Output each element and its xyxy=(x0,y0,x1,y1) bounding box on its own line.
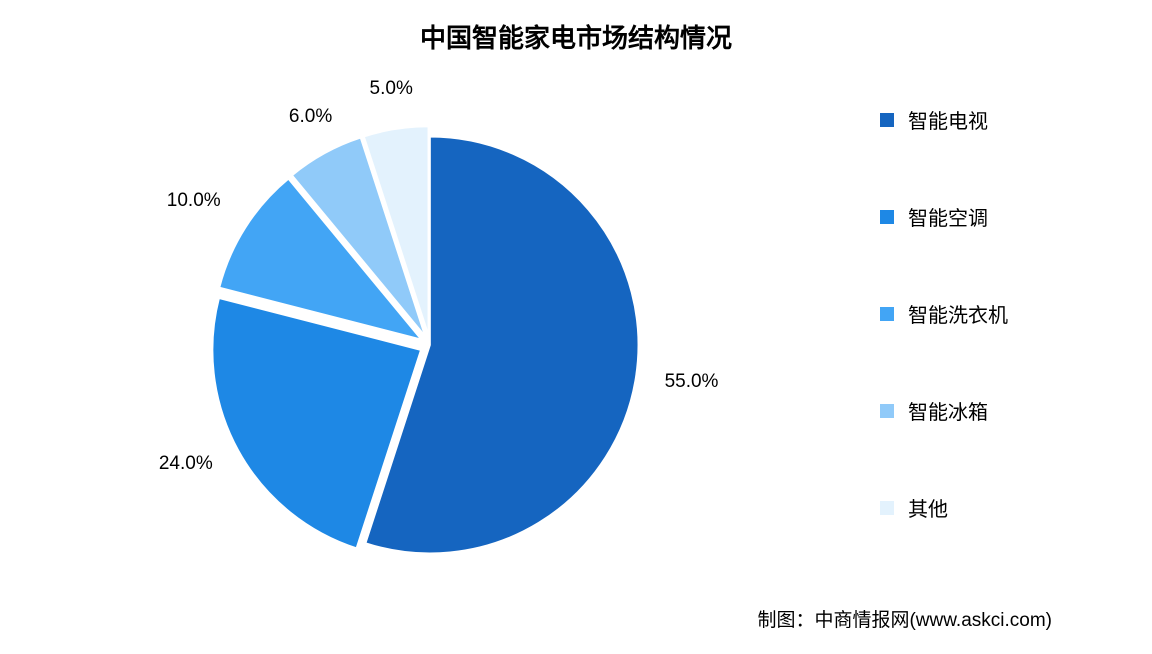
slice-label-1: 24.0% xyxy=(159,453,213,475)
slice-label-0: 55.0% xyxy=(665,371,719,393)
slice-label-4: 5.0% xyxy=(370,78,413,100)
legend-label-4: 其他 xyxy=(908,493,948,522)
legend-marker-0 xyxy=(880,113,894,127)
pie-chart: 55.0%24.0%10.0%6.0%5.0% xyxy=(180,95,680,595)
legend-label-2: 智能洗衣机 xyxy=(908,299,1008,328)
legend: 智能电视智能空调智能洗衣机智能冰箱其他 xyxy=(880,105,1120,590)
attribution-text: 制图：中商情报网(www.askci.com) xyxy=(757,605,1052,632)
legend-label-3: 智能冰箱 xyxy=(908,396,988,425)
legend-marker-3 xyxy=(880,404,894,418)
legend-label-1: 智能空调 xyxy=(908,202,988,231)
legend-marker-1 xyxy=(880,210,894,224)
legend-marker-4 xyxy=(880,501,894,515)
legend-item-4: 其他 xyxy=(880,493,1120,522)
legend-item-1: 智能空调 xyxy=(880,202,1120,231)
pie-svg xyxy=(180,95,680,595)
legend-item-3: 智能冰箱 xyxy=(880,396,1120,425)
slice-label-2: 10.0% xyxy=(167,190,221,212)
legend-marker-2 xyxy=(880,307,894,321)
legend-label-0: 智能电视 xyxy=(908,105,988,134)
chart-title: 中国智能家电市场结构情况 xyxy=(0,18,1152,55)
legend-item-0: 智能电视 xyxy=(880,105,1120,134)
legend-item-2: 智能洗衣机 xyxy=(880,299,1120,328)
slice-label-3: 6.0% xyxy=(289,106,332,128)
